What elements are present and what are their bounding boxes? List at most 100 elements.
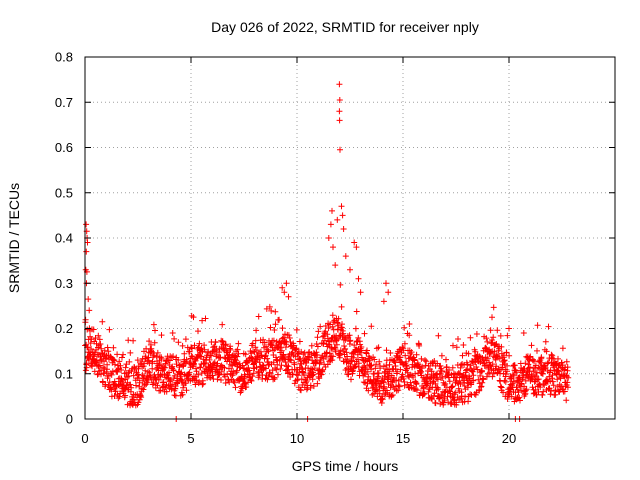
data-point: [210, 344, 217, 351]
data-point: [388, 392, 395, 399]
data-point: [268, 307, 275, 314]
data-point: [555, 355, 561, 362]
data-point: [493, 363, 500, 370]
data-point: [234, 353, 241, 360]
data-point: [151, 339, 158, 346]
data-point: [561, 388, 568, 395]
data-point: [563, 397, 570, 404]
data-point: [170, 353, 177, 360]
data-point: [135, 371, 142, 378]
data-point: [157, 372, 164, 379]
data-point: [170, 367, 177, 374]
data-point: [342, 253, 349, 260]
data-point: [265, 348, 272, 355]
data-point: [351, 342, 358, 349]
data-point: [406, 321, 413, 327]
data-point: [379, 395, 386, 402]
data-point: [96, 336, 103, 343]
data-point: [276, 316, 283, 323]
data-point: [534, 376, 541, 383]
data-point: [219, 338, 226, 345]
data-point: [214, 360, 221, 367]
data-point: [268, 341, 275, 348]
data-point: [327, 221, 334, 228]
data-point: [128, 400, 135, 407]
data-point: [249, 373, 256, 380]
data-point: [190, 314, 197, 321]
data-point: [334, 216, 341, 223]
data-point: [432, 400, 439, 407]
data-point: [122, 364, 129, 371]
data-point: [106, 326, 113, 333]
y-tick-label: 0.5: [55, 185, 73, 200]
data-point: [189, 345, 195, 352]
data-point: [383, 280, 389, 287]
data-point: [368, 362, 375, 369]
data-point: [482, 344, 489, 351]
data-point: [384, 376, 391, 383]
data-point: [265, 373, 272, 380]
data-point: [154, 382, 161, 389]
data-point: [280, 351, 287, 358]
data-point: [192, 381, 199, 388]
data-point: [250, 370, 257, 377]
y-tick-label: 0.8: [55, 50, 73, 65]
data-point: [96, 342, 103, 349]
data-point: [83, 248, 90, 255]
data-point: [169, 363, 176, 370]
data-point: [432, 380, 439, 387]
x-axis-label: GPS time / hours: [292, 458, 399, 474]
data-point: [271, 376, 278, 382]
data-point: [464, 384, 471, 391]
data-point: [465, 350, 472, 357]
data-point: [522, 387, 529, 394]
data-point: [538, 370, 545, 377]
data-point: [201, 346, 208, 353]
data-point: [339, 212, 346, 219]
data-point: [154, 349, 161, 356]
data-point: [293, 326, 300, 333]
data-point: [130, 372, 137, 379]
data-point: [218, 377, 224, 383]
data-point: [298, 387, 304, 394]
data-point: [502, 378, 509, 385]
axis-ticks: [84, 56, 615, 420]
data-point: [348, 376, 354, 383]
data-point: [231, 352, 238, 359]
data-point: [109, 356, 116, 363]
data-point: [111, 378, 118, 385]
data-point: [531, 358, 538, 365]
data-point: [404, 365, 410, 372]
data-point: [94, 361, 101, 368]
data-point: [442, 380, 449, 387]
data-point: [355, 334, 362, 341]
data-point: [427, 380, 434, 387]
data-point: [343, 349, 350, 356]
data-point: [87, 340, 94, 347]
data-point: [285, 363, 292, 370]
data-point: [490, 334, 497, 341]
data-point: [413, 351, 420, 358]
data-point: [191, 342, 198, 349]
data-point: [112, 361, 118, 368]
data-point: [458, 395, 465, 402]
data-point: [291, 380, 298, 387]
data-point: [167, 376, 174, 383]
data-point: [222, 342, 229, 349]
data-point: [449, 383, 456, 390]
data-point: [179, 342, 186, 349]
data-point: [534, 322, 541, 329]
data-point: [271, 327, 278, 333]
data-point: [277, 366, 284, 372]
data-point: [527, 353, 534, 360]
data-point: [434, 376, 441, 383]
y-tick-label: 0.2: [55, 321, 73, 336]
data-point: [316, 375, 323, 382]
data-point: [307, 382, 314, 389]
data-point: [245, 364, 252, 371]
data-point: [361, 370, 368, 376]
data-point: [163, 388, 170, 395]
data-point: [389, 392, 396, 398]
data-point: [232, 384, 239, 391]
data-point: [419, 363, 426, 370]
